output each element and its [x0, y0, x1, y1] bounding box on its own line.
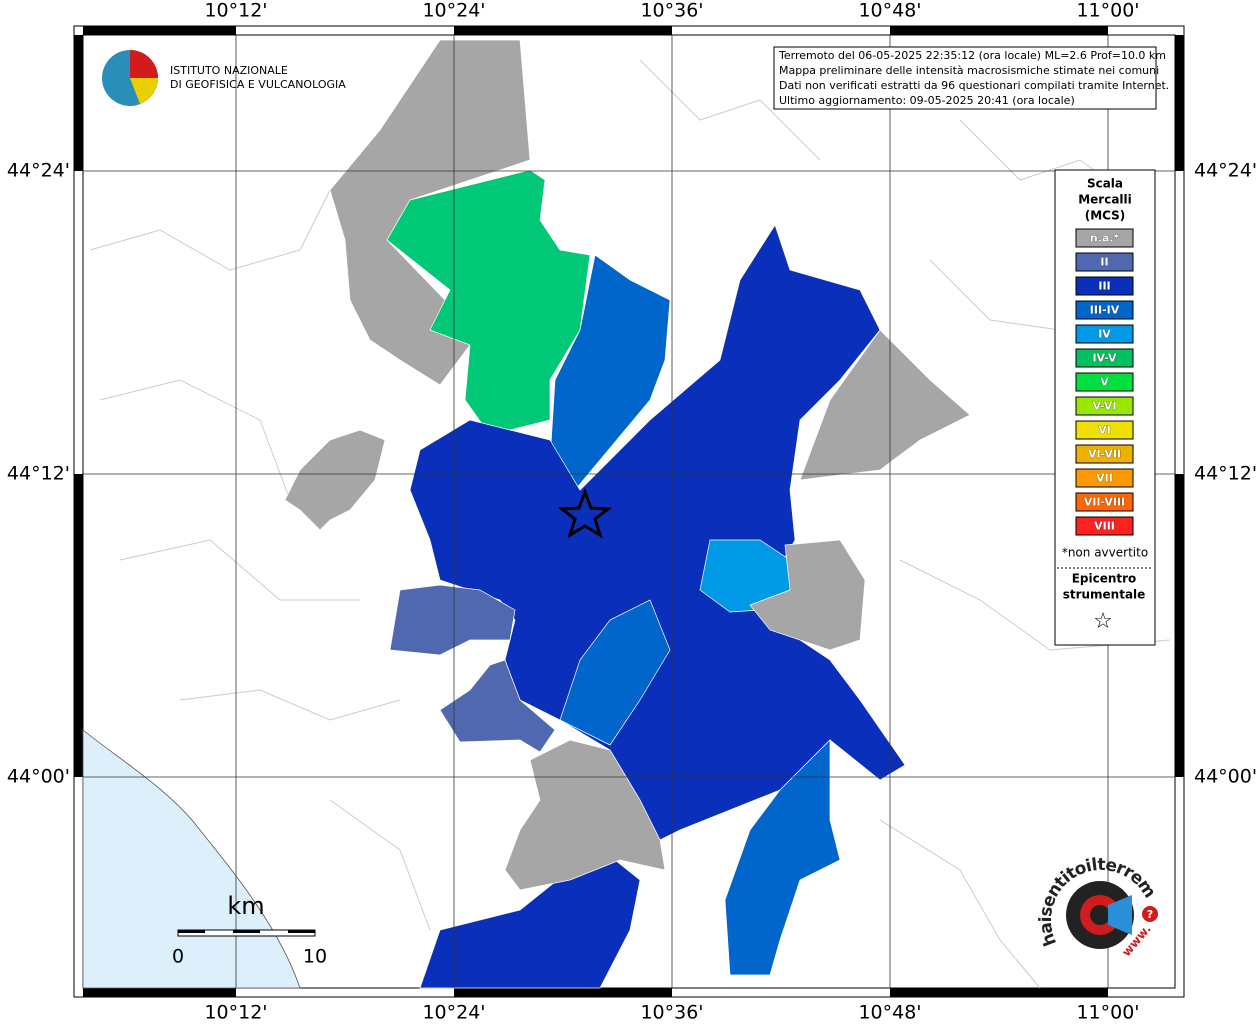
- institute-name: ISTITUTO NAZIONALE: [170, 64, 288, 77]
- legend-label: VIII: [1094, 520, 1115, 533]
- scale-tick-label: 10: [303, 946, 327, 968]
- legend-title: (MCS): [1085, 209, 1126, 223]
- lon-label: 10°12': [204, 0, 267, 22]
- legend-swatch: [1075, 420, 1134, 440]
- legend-label: IV: [1098, 328, 1111, 341]
- legend-swatch: [1075, 300, 1134, 320]
- site-mark: ?: [1147, 908, 1153, 921]
- lon-label: 10°48': [858, 1002, 921, 1024]
- lat-label: 44°12': [1194, 463, 1257, 485]
- info-line: Dati non verificati estratti da 96 quest…: [779, 79, 1169, 92]
- legend-swatch: [1075, 468, 1134, 488]
- legend-label: VI: [1098, 424, 1111, 437]
- legend-label: II: [1100, 256, 1108, 269]
- legend-swatch: [1075, 228, 1134, 248]
- scale-bar: [177, 929, 316, 937]
- lon-label: 10°48': [858, 0, 921, 22]
- legend-label: V-VI: [1092, 400, 1116, 413]
- institute-name: DI GEOFISICA E VULCANOLOGIA: [170, 78, 346, 91]
- legend-swatch: [1075, 444, 1134, 464]
- legend-swatch: [1075, 252, 1134, 272]
- lat-label: 44°12': [7, 463, 70, 485]
- legend-label: n.a.*: [1090, 232, 1120, 245]
- legend-label: VII: [1096, 472, 1113, 485]
- lon-label: 10°12': [204, 1002, 267, 1024]
- lat-label: 44°00': [1194, 766, 1257, 788]
- lat-label: 44°00': [7, 766, 70, 788]
- legend-title: Mercalli: [1078, 193, 1132, 207]
- legend-label: III: [1098, 280, 1110, 293]
- legend-label: III-IV: [1090, 304, 1120, 317]
- sea: [82, 729, 301, 989]
- info-line: Terremoto del 06-05-2025 22:35:12 (ora l…: [778, 49, 1166, 62]
- scale-tick-label: 0: [172, 946, 184, 968]
- scale-unit: km: [227, 892, 264, 920]
- lat-label: 44°24': [1194, 160, 1257, 182]
- legend-epicenter: Epicentro: [1072, 572, 1137, 586]
- lon-label: 10°36': [640, 0, 703, 22]
- lon-label: 10°24': [422, 1002, 485, 1024]
- legend-label: VI-VII: [1088, 448, 1121, 461]
- intensity-areas: [284, 39, 971, 989]
- lon-label: 10°24': [422, 0, 485, 22]
- legend-epicenter: strumentale: [1063, 588, 1146, 602]
- legend-label: V: [1100, 376, 1109, 389]
- legend-title: Scala: [1087, 177, 1123, 191]
- legend-swatch: [1075, 324, 1134, 344]
- legend-swatch: [1075, 372, 1134, 392]
- lat-label: 44°24': [7, 160, 70, 182]
- ingv-logo: ISTITUTO NAZIONALE DI GEOFISICA E VULCAN…: [102, 50, 346, 106]
- info-line: Mappa preliminare delle intensità macros…: [779, 64, 1159, 77]
- legend-swatch: [1075, 276, 1134, 296]
- frame-bars: [74, 26, 1184, 997]
- legend-swatch: [1075, 396, 1134, 416]
- epicenter-star: [557, 487, 613, 539]
- info-line: Ultimo aggiornamento: 09-05-2025 20:41 (…: [779, 94, 1075, 107]
- legend-label: VII-VIII: [1084, 496, 1125, 509]
- info-box: [773, 46, 1157, 110]
- legend-swatch: [1075, 516, 1134, 536]
- lon-label: 11°00': [1076, 1002, 1139, 1024]
- legend-swatch: [1075, 348, 1134, 368]
- lon-label: 10°36': [640, 1002, 703, 1024]
- lon-label: 11°00': [1076, 0, 1139, 22]
- legend-swatch: [1075, 492, 1134, 512]
- legend-label: IV-V: [1092, 352, 1117, 365]
- legend-note: *non avvertito: [1062, 546, 1148, 560]
- legend-star: ☆: [1093, 609, 1113, 634]
